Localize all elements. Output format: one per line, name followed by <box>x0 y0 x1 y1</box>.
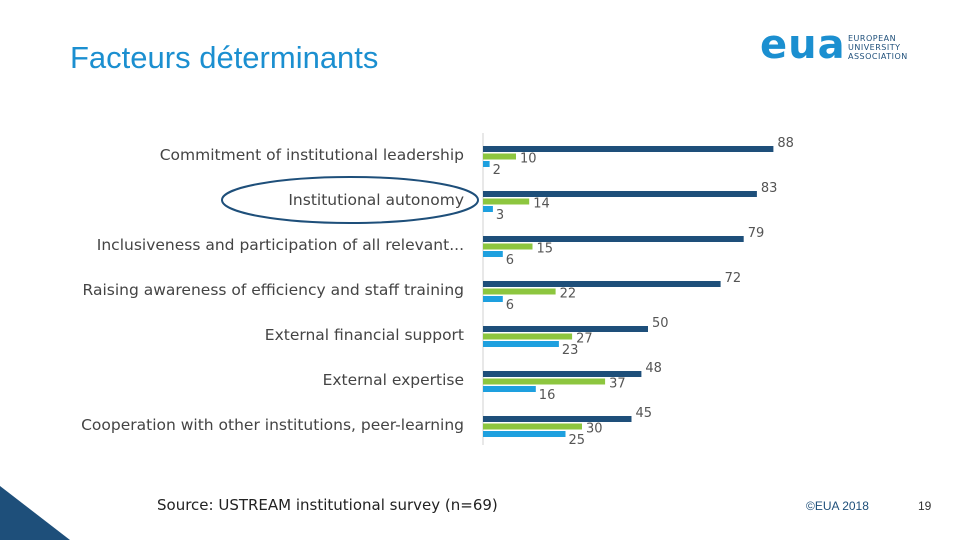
category-label: External financial support <box>265 326 464 344</box>
source-note: Source: USTREAM institutional survey (n=… <box>157 496 498 514</box>
data-label: 6 <box>506 298 514 313</box>
data-label: 15 <box>537 242 554 257</box>
bar-series-2 <box>483 243 533 250</box>
bar-series-2 <box>483 333 573 340</box>
data-label: 88 <box>777 136 794 151</box>
bar-series-1 <box>483 326 648 332</box>
data-label: 72 <box>725 271 742 286</box>
data-label: 30 <box>586 422 603 437</box>
bar-series-2 <box>483 198 530 205</box>
bar-series-1 <box>483 236 744 242</box>
bar-series-1 <box>483 371 642 377</box>
logo-word: eua <box>760 22 846 68</box>
page-number: 19 <box>918 499 932 513</box>
corner-triangle <box>0 486 70 540</box>
data-label: 14 <box>533 197 550 212</box>
bar-series-2 <box>483 153 516 160</box>
bar-series-1 <box>483 416 632 422</box>
data-label: 48 <box>645 361 662 376</box>
bar-series-3 <box>483 386 536 392</box>
data-label: 45 <box>636 406 653 421</box>
bar-series-3 <box>483 161 490 167</box>
bar-series-3 <box>483 341 559 347</box>
data-label: 37 <box>609 377 626 392</box>
data-label: 25 <box>569 433 586 448</box>
category-label: Institutional autonomy <box>288 191 464 209</box>
logo-text: EUROPEAN UNIVERSITY ASSOCIATION <box>848 34 908 61</box>
bar-series-3 <box>483 251 503 257</box>
data-label: 6 <box>506 253 514 268</box>
data-label: 23 <box>562 343 579 358</box>
data-label: 27 <box>576 332 593 347</box>
bar-series-3 <box>483 206 493 212</box>
data-label: 16 <box>539 388 556 403</box>
category-label: Commitment of institutional leadership <box>160 146 464 164</box>
copyright: ©EUA 2018 <box>806 499 869 513</box>
highlight-ellipse <box>221 176 479 224</box>
category-label: Raising awareness of efficiency and staf… <box>83 281 464 299</box>
bar-series-1 <box>483 191 757 197</box>
data-label: 79 <box>748 226 765 241</box>
bar-series-2 <box>483 288 556 295</box>
data-label: 22 <box>560 287 577 302</box>
bar-series-3 <box>483 431 566 437</box>
slide-title: Facteurs déterminants <box>70 40 379 75</box>
bar-series-1 <box>483 146 774 152</box>
logo-line-1: EUROPEAN <box>848 34 897 43</box>
data-label: 83 <box>761 181 778 196</box>
eua-logo: eua EUROPEAN UNIVERSITY ASSOCIATION <box>760 22 920 70</box>
bar-series-2 <box>483 423 582 430</box>
category-label: External expertise <box>323 371 464 389</box>
bar-series-2 <box>483 378 606 385</box>
logo-line-2: UNIVERSITY <box>848 43 901 52</box>
bar-series-1 <box>483 281 721 287</box>
bar-series-3 <box>483 296 503 302</box>
data-label: 3 <box>496 208 504 223</box>
category-label: Cooperation with other institutions, pee… <box>81 416 464 434</box>
data-label: 50 <box>652 316 669 331</box>
logo-line-3: ASSOCIATION <box>848 52 908 61</box>
data-label: 2 <box>493 163 501 178</box>
category-label: Inclusiveness and participation of all r… <box>97 236 464 254</box>
data-label: 10 <box>520 152 537 167</box>
